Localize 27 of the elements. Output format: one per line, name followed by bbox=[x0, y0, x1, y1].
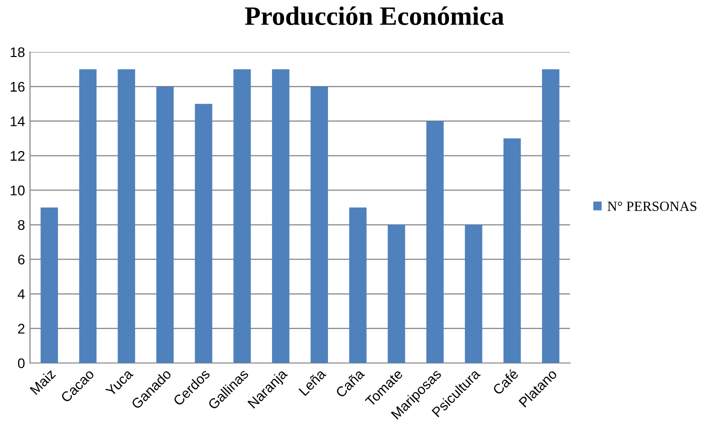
y-tick-label: 12 bbox=[10, 151, 24, 161]
bar bbox=[118, 69, 136, 363]
y-tick-label: 6 bbox=[18, 254, 25, 265]
y-tick-label: 14 bbox=[10, 116, 25, 126]
bar bbox=[156, 86, 174, 363]
bar bbox=[272, 69, 290, 363]
y-tick-label: 4 bbox=[18, 289, 25, 299]
bar bbox=[464, 224, 482, 363]
bar bbox=[310, 86, 328, 363]
y-tick-label: 2 bbox=[18, 324, 24, 334]
y-tick-label: 16 bbox=[10, 82, 25, 92]
bar bbox=[40, 208, 58, 363]
bar bbox=[79, 69, 97, 363]
bar bbox=[426, 121, 444, 363]
bar bbox=[233, 69, 251, 363]
bar bbox=[194, 104, 212, 363]
y-tick-label: 0 bbox=[18, 358, 25, 368]
chart-title: Producción Económica bbox=[244, 6, 504, 26]
bar bbox=[503, 138, 521, 363]
x-tick-label: Yuca bbox=[105, 368, 134, 397]
y-tick-label: 8 bbox=[18, 220, 25, 230]
y-tick-label: 18 bbox=[10, 47, 25, 58]
legend-label: N° PERSONAS bbox=[608, 202, 696, 211]
bar bbox=[349, 208, 367, 363]
bar bbox=[542, 69, 560, 363]
y-tick-label: 10 bbox=[10, 186, 25, 196]
bar bbox=[388, 224, 406, 363]
